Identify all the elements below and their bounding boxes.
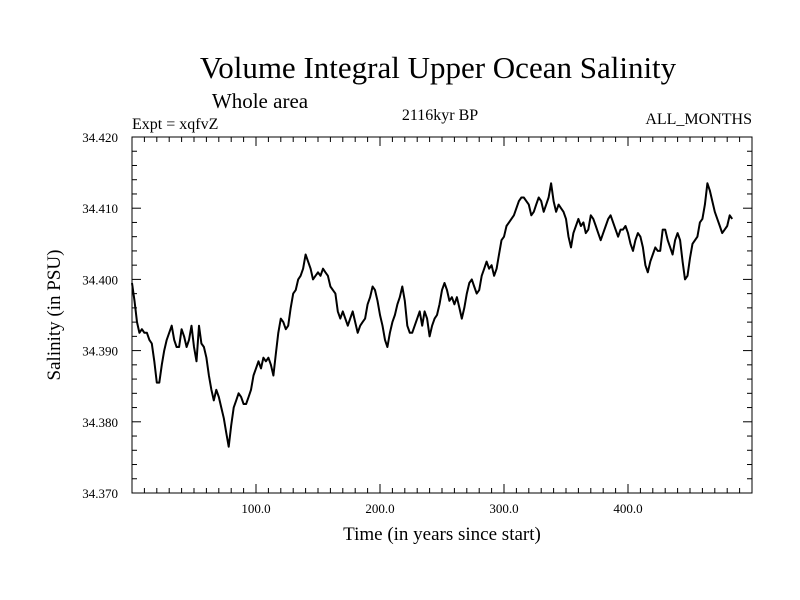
plot-area-frame [131, 136, 753, 494]
x-tick-label: 100.0 [241, 501, 270, 516]
y-tick-label: 34.400 [82, 272, 118, 287]
experiment-label: Expt = xqfvZ [132, 116, 218, 133]
x-tick-label: 400.0 [613, 501, 642, 516]
x-tick-label: 200.0 [365, 501, 394, 516]
chart-subtitle: Whole area [212, 89, 309, 113]
x-axis-label: Time (in years since start) [343, 524, 541, 545]
y-tick-label: 34.370 [82, 486, 118, 501]
y-tick-label: 34.380 [82, 415, 118, 430]
y-tick-label: 34.390 [82, 344, 118, 359]
x-axis-ticks: 100.0 200.0 300.0 400.0 [143, 137, 741, 516]
y-axis-label: Salinity (in PSU) [44, 250, 65, 381]
y-tick-label: 34.420 [82, 130, 118, 145]
y-tick-label: 34.410 [82, 201, 118, 216]
x-tick-label: 300.0 [489, 501, 518, 516]
chart-title: Volume Integral Upper Ocean Salinity [200, 50, 677, 85]
y-axis-ticks: 34.370 34.380 34.390 34.400 34.410 34.420 [82, 130, 752, 501]
period-label: 2116kyr BP [402, 107, 478, 124]
months-label: ALL_MONTHS [645, 111, 752, 128]
salinity-series-line [131, 182, 734, 448]
